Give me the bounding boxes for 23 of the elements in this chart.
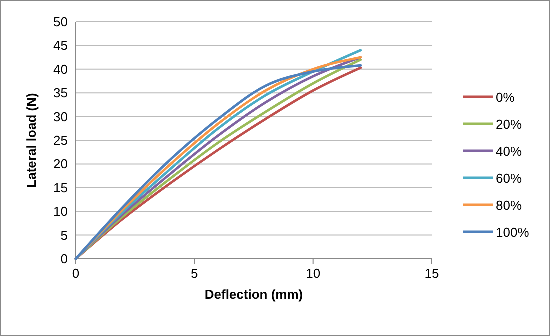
legend-label: 40%	[496, 144, 522, 159]
y-tick-label: 45	[54, 38, 68, 54]
legend-label: 100%	[496, 225, 530, 240]
x-tick-label: 15	[424, 266, 440, 281]
x-tick-label: 0	[72, 266, 80, 281]
x-tick-label: 5	[191, 266, 198, 281]
y-tick-label: 50	[54, 14, 68, 30]
y-tick-label: 15	[54, 180, 68, 196]
legend-label: 80%	[496, 198, 522, 213]
y-tick-label: 25	[54, 133, 68, 148]
y-tick-label: 40	[54, 62, 68, 77]
y-tick-label: 10	[54, 204, 68, 220]
y-tick-label: 5	[60, 228, 68, 243]
y-tick-label: 35	[54, 86, 68, 101]
legend-label: 0%	[496, 90, 516, 105]
y-axis-title: Lateral load (N)	[24, 93, 39, 188]
y-tick-label: 0	[60, 252, 68, 266]
y-tick-label: 20	[54, 156, 68, 172]
x-tick-label: 10	[306, 266, 321, 281]
y-tick-label: 30	[54, 109, 68, 124]
x-axis-title: Deflection (mm)	[204, 287, 304, 302]
legend-label: 60%	[496, 171, 522, 186]
legend-label: 20%	[496, 117, 522, 132]
